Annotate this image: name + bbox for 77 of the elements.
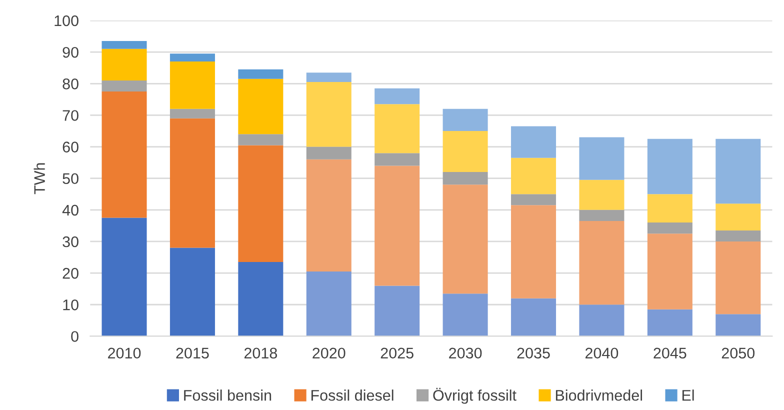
bar xyxy=(374,166,420,286)
x-tick-label: 2030 xyxy=(449,348,482,359)
bar xyxy=(238,145,284,262)
bar xyxy=(579,137,624,180)
bar xyxy=(579,180,624,210)
bar xyxy=(170,118,215,248)
legend-label: El xyxy=(682,390,694,401)
bar xyxy=(511,126,556,158)
bar xyxy=(306,271,352,336)
bar xyxy=(102,41,147,49)
bar xyxy=(442,184,488,294)
bar xyxy=(716,314,761,336)
x-tick-label: 2040 xyxy=(585,348,618,359)
y-tick-label: 40 xyxy=(62,204,78,216)
y-tick-label: 10 xyxy=(63,300,78,310)
x-tick-label: 2018 xyxy=(244,348,278,359)
bar xyxy=(647,222,692,234)
bar xyxy=(374,104,420,154)
bar xyxy=(511,194,556,206)
bar xyxy=(442,172,488,185)
bar xyxy=(238,262,284,336)
bar xyxy=(102,48,147,80)
bar xyxy=(170,54,215,62)
y-tick-label: 90 xyxy=(62,46,78,58)
bar xyxy=(306,146,352,160)
y-tick-label: 100 xyxy=(54,15,78,26)
legend-label: Biodrivmedel xyxy=(556,390,642,401)
bar xyxy=(647,194,692,223)
bar xyxy=(374,286,420,336)
bar xyxy=(306,82,352,147)
bar xyxy=(238,69,284,79)
y-tick-label: 60 xyxy=(62,142,78,152)
bar xyxy=(579,304,624,336)
bar xyxy=(238,134,284,146)
bar xyxy=(102,80,147,92)
bar xyxy=(716,204,761,230)
bar xyxy=(170,248,215,336)
legend-label: Fossil bensin xyxy=(184,390,272,401)
y-tick-label: 80 xyxy=(62,78,78,90)
x-tick-label: 2050 xyxy=(722,348,755,359)
bar xyxy=(374,153,420,166)
bar xyxy=(579,220,624,305)
bar xyxy=(647,309,692,336)
legend-label: Övrigt fossilt xyxy=(433,388,516,404)
y-tick-label: 70 xyxy=(62,110,78,121)
y-tick-label: 30 xyxy=(62,236,78,248)
bar xyxy=(102,218,147,336)
x-tick-label: 2045 xyxy=(654,348,686,359)
y-tick-label: 20 xyxy=(62,268,78,279)
x-tick-label: 2010 xyxy=(108,348,141,359)
bar xyxy=(170,62,215,109)
x-tick-label: 2025 xyxy=(380,348,414,359)
x-tick-label: 2035 xyxy=(517,348,550,359)
bar xyxy=(511,298,556,336)
bar xyxy=(647,234,692,310)
bar xyxy=(716,241,761,314)
bar xyxy=(442,108,488,131)
bar xyxy=(716,138,761,204)
y-tick-label: 0 xyxy=(71,331,78,342)
bar xyxy=(511,205,556,298)
x-tick-label: 2020 xyxy=(312,348,346,359)
legend-label: Fossil diesel xyxy=(311,390,394,401)
bar xyxy=(647,138,692,194)
x-tick-label: 2015 xyxy=(176,348,209,359)
bar xyxy=(579,210,624,221)
y-tick-label: 50 xyxy=(62,173,78,184)
y-axis-title: TWh xyxy=(34,163,45,194)
bar xyxy=(442,130,488,172)
bar xyxy=(238,78,284,134)
bar xyxy=(306,159,352,272)
bar xyxy=(511,158,556,194)
bar xyxy=(306,72,352,82)
bar xyxy=(374,88,420,104)
bar xyxy=(442,294,488,336)
bar xyxy=(716,230,761,242)
bar xyxy=(170,108,215,118)
bar xyxy=(102,92,147,218)
